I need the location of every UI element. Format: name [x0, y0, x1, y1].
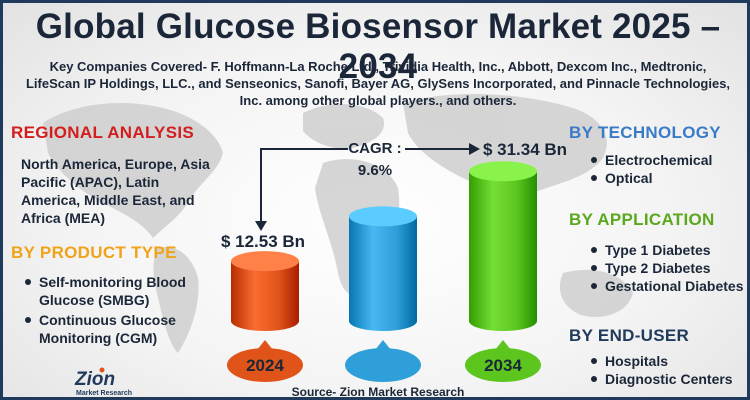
- list-item-label: Diagnostic Centers: [605, 371, 733, 387]
- bullet-icon: [591, 247, 597, 253]
- list-item-label: Type 1 Diabetes: [605, 242, 711, 258]
- cagr-arrow-right-head: [469, 143, 480, 155]
- product-type-list: Self-monitoring Blood Glucose (SMBG) Con…: [23, 273, 223, 349]
- bullet-icon: [591, 175, 597, 181]
- zion-logo: Zion Market Research: [74, 367, 132, 397]
- list-item-label: Electrochemical: [605, 152, 713, 168]
- list-item-label: Optical: [605, 170, 653, 186]
- application-list: Type 1 Diabetes Type 2 Diabetes Gestatio…: [589, 241, 747, 295]
- list-item: Continuous Glucose Monitoring (CGM): [23, 311, 223, 347]
- cagr-value: 9.6%: [358, 162, 392, 179]
- list-item-label: Hospitals: [605, 353, 669, 369]
- bullet-icon: [591, 283, 597, 289]
- bullet-icon: [591, 265, 597, 271]
- market-chart: 2024 2034 $ 12.53 Bn $ 31.34 Bn CAGR : 9.6%: [221, 140, 567, 382]
- list-item: Diagnostic Centers: [589, 370, 747, 388]
- cagr-arrow-down-line: [260, 148, 348, 225]
- bullet-icon: [591, 157, 597, 163]
- chart-base-pill-1: [345, 348, 421, 382]
- cagr-label: CAGR :: [348, 140, 401, 157]
- list-item: Hospitals: [589, 352, 747, 370]
- list-item-label: Gestational Diabetes: [605, 278, 744, 294]
- logo-dot-icon: [99, 367, 105, 373]
- chart-bar-top-0: [231, 251, 299, 272]
- chart-base-pointer-1: [375, 340, 391, 350]
- chart-category-label-0: 2024: [246, 356, 284, 375]
- technology-list: Electrochemical Optical: [589, 151, 747, 187]
- chart-base-pointer-2: [495, 340, 511, 350]
- list-item-label: Continuous Glucose Monitoring (CGM): [39, 312, 176, 346]
- end-user-list: Hospitals Diagnostic Centers: [589, 352, 747, 388]
- list-item: Gestational Diabetes: [589, 277, 747, 295]
- logo-subtitle: Market Research: [76, 390, 132, 397]
- regional-analysis-text: North America, Europe, Asia Pacific (APA…: [21, 156, 210, 226]
- chart-base-pill-2: [465, 348, 541, 382]
- bullet-icon: [591, 358, 597, 364]
- source-text: Source- Zion Market Research: [291, 385, 465, 399]
- bullet-icon: [591, 376, 597, 382]
- end-user-title: BY END-USER: [569, 326, 690, 345]
- list-item: Type 1 Diabetes: [589, 241, 747, 259]
- list-item: Self-monitoring Blood Glucose (SMBG): [23, 273, 223, 309]
- chart-base-pointer-0: [257, 340, 273, 350]
- list-item-label: Self-monitoring Blood Glucose (SMBG): [39, 274, 186, 308]
- chart-bar-0: [231, 261, 299, 331]
- chart-category-label-2: 2034: [484, 356, 522, 375]
- product-type-title: BY PRODUCT TYPE: [11, 243, 177, 262]
- technology-title: BY TECHNOLOGY: [569, 123, 721, 142]
- chart-data-label-2: $ 31.34 Bn: [483, 140, 567, 159]
- page-title: Global Glucose Biosensor Market 2025 –20…: [35, 7, 721, 86]
- list-item: Optical: [589, 169, 747, 187]
- list-item: Type 2 Diabetes: [589, 259, 747, 277]
- chart-bar-top-1: [349, 206, 417, 227]
- chart-bar-2: [469, 171, 537, 331]
- chart-base-pill-0: [227, 348, 303, 382]
- list-item: Electrochemical: [589, 151, 747, 169]
- cagr-arrow-down-head: [255, 221, 267, 231]
- key-companies-text: Key Companies Covered- F. Hoffmann-La Ro…: [25, 59, 731, 108]
- list-item-label: Type 2 Diabetes: [605, 260, 711, 276]
- chart-bar-1: [349, 216, 417, 331]
- chart-bar-top-2: [469, 161, 537, 182]
- logo-name: Zion: [74, 369, 115, 390]
- bullet-icon: [25, 317, 31, 323]
- bullet-icon: [25, 279, 31, 285]
- application-title: BY APPLICATION: [569, 210, 715, 229]
- chart-data-label-0: $ 12.53 Bn: [221, 232, 305, 251]
- regional-analysis-title: REGIONAL ANALYSIS: [11, 123, 195, 142]
